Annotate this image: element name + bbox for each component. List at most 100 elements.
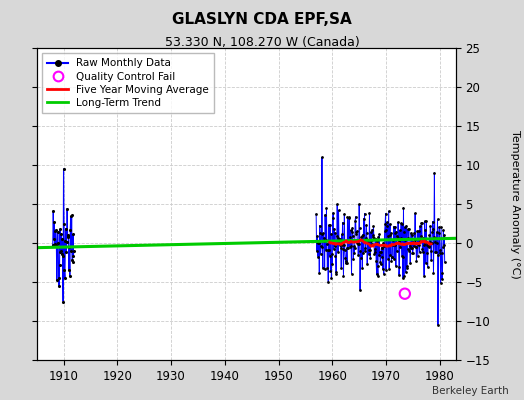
Point — [337, 231, 346, 238]
Point — [420, 218, 429, 224]
Point — [374, 233, 383, 240]
Point — [398, 253, 406, 259]
Point — [314, 240, 323, 246]
Point — [371, 249, 379, 255]
Point — [367, 241, 376, 248]
Point — [318, 154, 326, 160]
Point — [330, 225, 339, 232]
Point — [339, 219, 347, 226]
Point — [55, 283, 63, 289]
Point — [321, 237, 330, 244]
Point — [60, 220, 68, 227]
Point — [70, 248, 78, 254]
Point — [432, 229, 441, 235]
Point — [334, 249, 342, 255]
Point — [53, 242, 61, 249]
Point — [315, 270, 323, 276]
Text: GLASLYN CDA EPF,SA: GLASLYN CDA EPF,SA — [172, 12, 352, 27]
Point — [56, 249, 64, 255]
Point — [401, 290, 409, 297]
Point — [328, 260, 336, 267]
Point — [62, 225, 70, 232]
Point — [326, 268, 335, 274]
Point — [368, 226, 376, 233]
Point — [370, 250, 378, 257]
Point — [427, 248, 435, 254]
Point — [380, 243, 388, 250]
Point — [358, 232, 367, 238]
Point — [431, 249, 440, 255]
Point — [428, 229, 436, 236]
Point — [65, 244, 73, 250]
Point — [421, 227, 430, 234]
Point — [375, 231, 384, 238]
Point — [350, 250, 358, 256]
Point — [423, 242, 431, 248]
Point — [346, 227, 355, 234]
Point — [352, 230, 361, 237]
Point — [351, 218, 359, 224]
Point — [404, 226, 412, 233]
Point — [340, 211, 348, 217]
Point — [429, 270, 438, 276]
Point — [436, 247, 444, 254]
Point — [52, 242, 61, 248]
Point — [370, 235, 378, 241]
Point — [408, 232, 416, 238]
Point — [331, 253, 340, 259]
Point — [353, 228, 361, 234]
Point — [382, 266, 390, 273]
Point — [330, 246, 338, 252]
Point — [407, 230, 416, 236]
Point — [67, 248, 75, 254]
Point — [429, 226, 437, 232]
Point — [336, 245, 345, 252]
Point — [320, 238, 328, 244]
Point — [324, 247, 332, 253]
Point — [358, 233, 366, 240]
Point — [378, 245, 387, 251]
Point — [63, 234, 72, 240]
Point — [322, 205, 331, 211]
Point — [424, 244, 433, 250]
Point — [414, 228, 423, 234]
Point — [385, 208, 393, 214]
Point — [373, 238, 381, 245]
Point — [329, 215, 337, 221]
Point — [345, 244, 354, 250]
Point — [62, 239, 71, 245]
Point — [364, 247, 373, 254]
Point — [319, 265, 327, 271]
Point — [323, 240, 331, 247]
Point — [348, 233, 357, 239]
Point — [364, 240, 372, 246]
Legend: Raw Monthly Data, Quality Control Fail, Five Year Moving Average, Long-Term Tren: Raw Monthly Data, Quality Control Fail, … — [42, 53, 214, 113]
Point — [430, 233, 438, 240]
Point — [424, 243, 432, 249]
Point — [417, 220, 425, 226]
Point — [395, 238, 403, 244]
Point — [49, 208, 58, 214]
Point — [379, 266, 387, 272]
Point — [372, 236, 380, 243]
Point — [389, 241, 397, 248]
Point — [383, 227, 391, 233]
Point — [328, 251, 336, 258]
Point — [340, 242, 348, 248]
Point — [357, 255, 365, 261]
Point — [404, 235, 412, 241]
Point — [402, 264, 411, 271]
Point — [52, 227, 60, 233]
Point — [61, 238, 70, 244]
Point — [54, 240, 62, 246]
Point — [332, 271, 341, 277]
Point — [440, 232, 449, 238]
Point — [400, 229, 409, 235]
Point — [320, 235, 329, 242]
Point — [418, 220, 426, 226]
Point — [326, 221, 334, 228]
Point — [435, 230, 443, 236]
Point — [405, 226, 413, 232]
Point — [343, 214, 352, 220]
Point — [409, 250, 417, 256]
